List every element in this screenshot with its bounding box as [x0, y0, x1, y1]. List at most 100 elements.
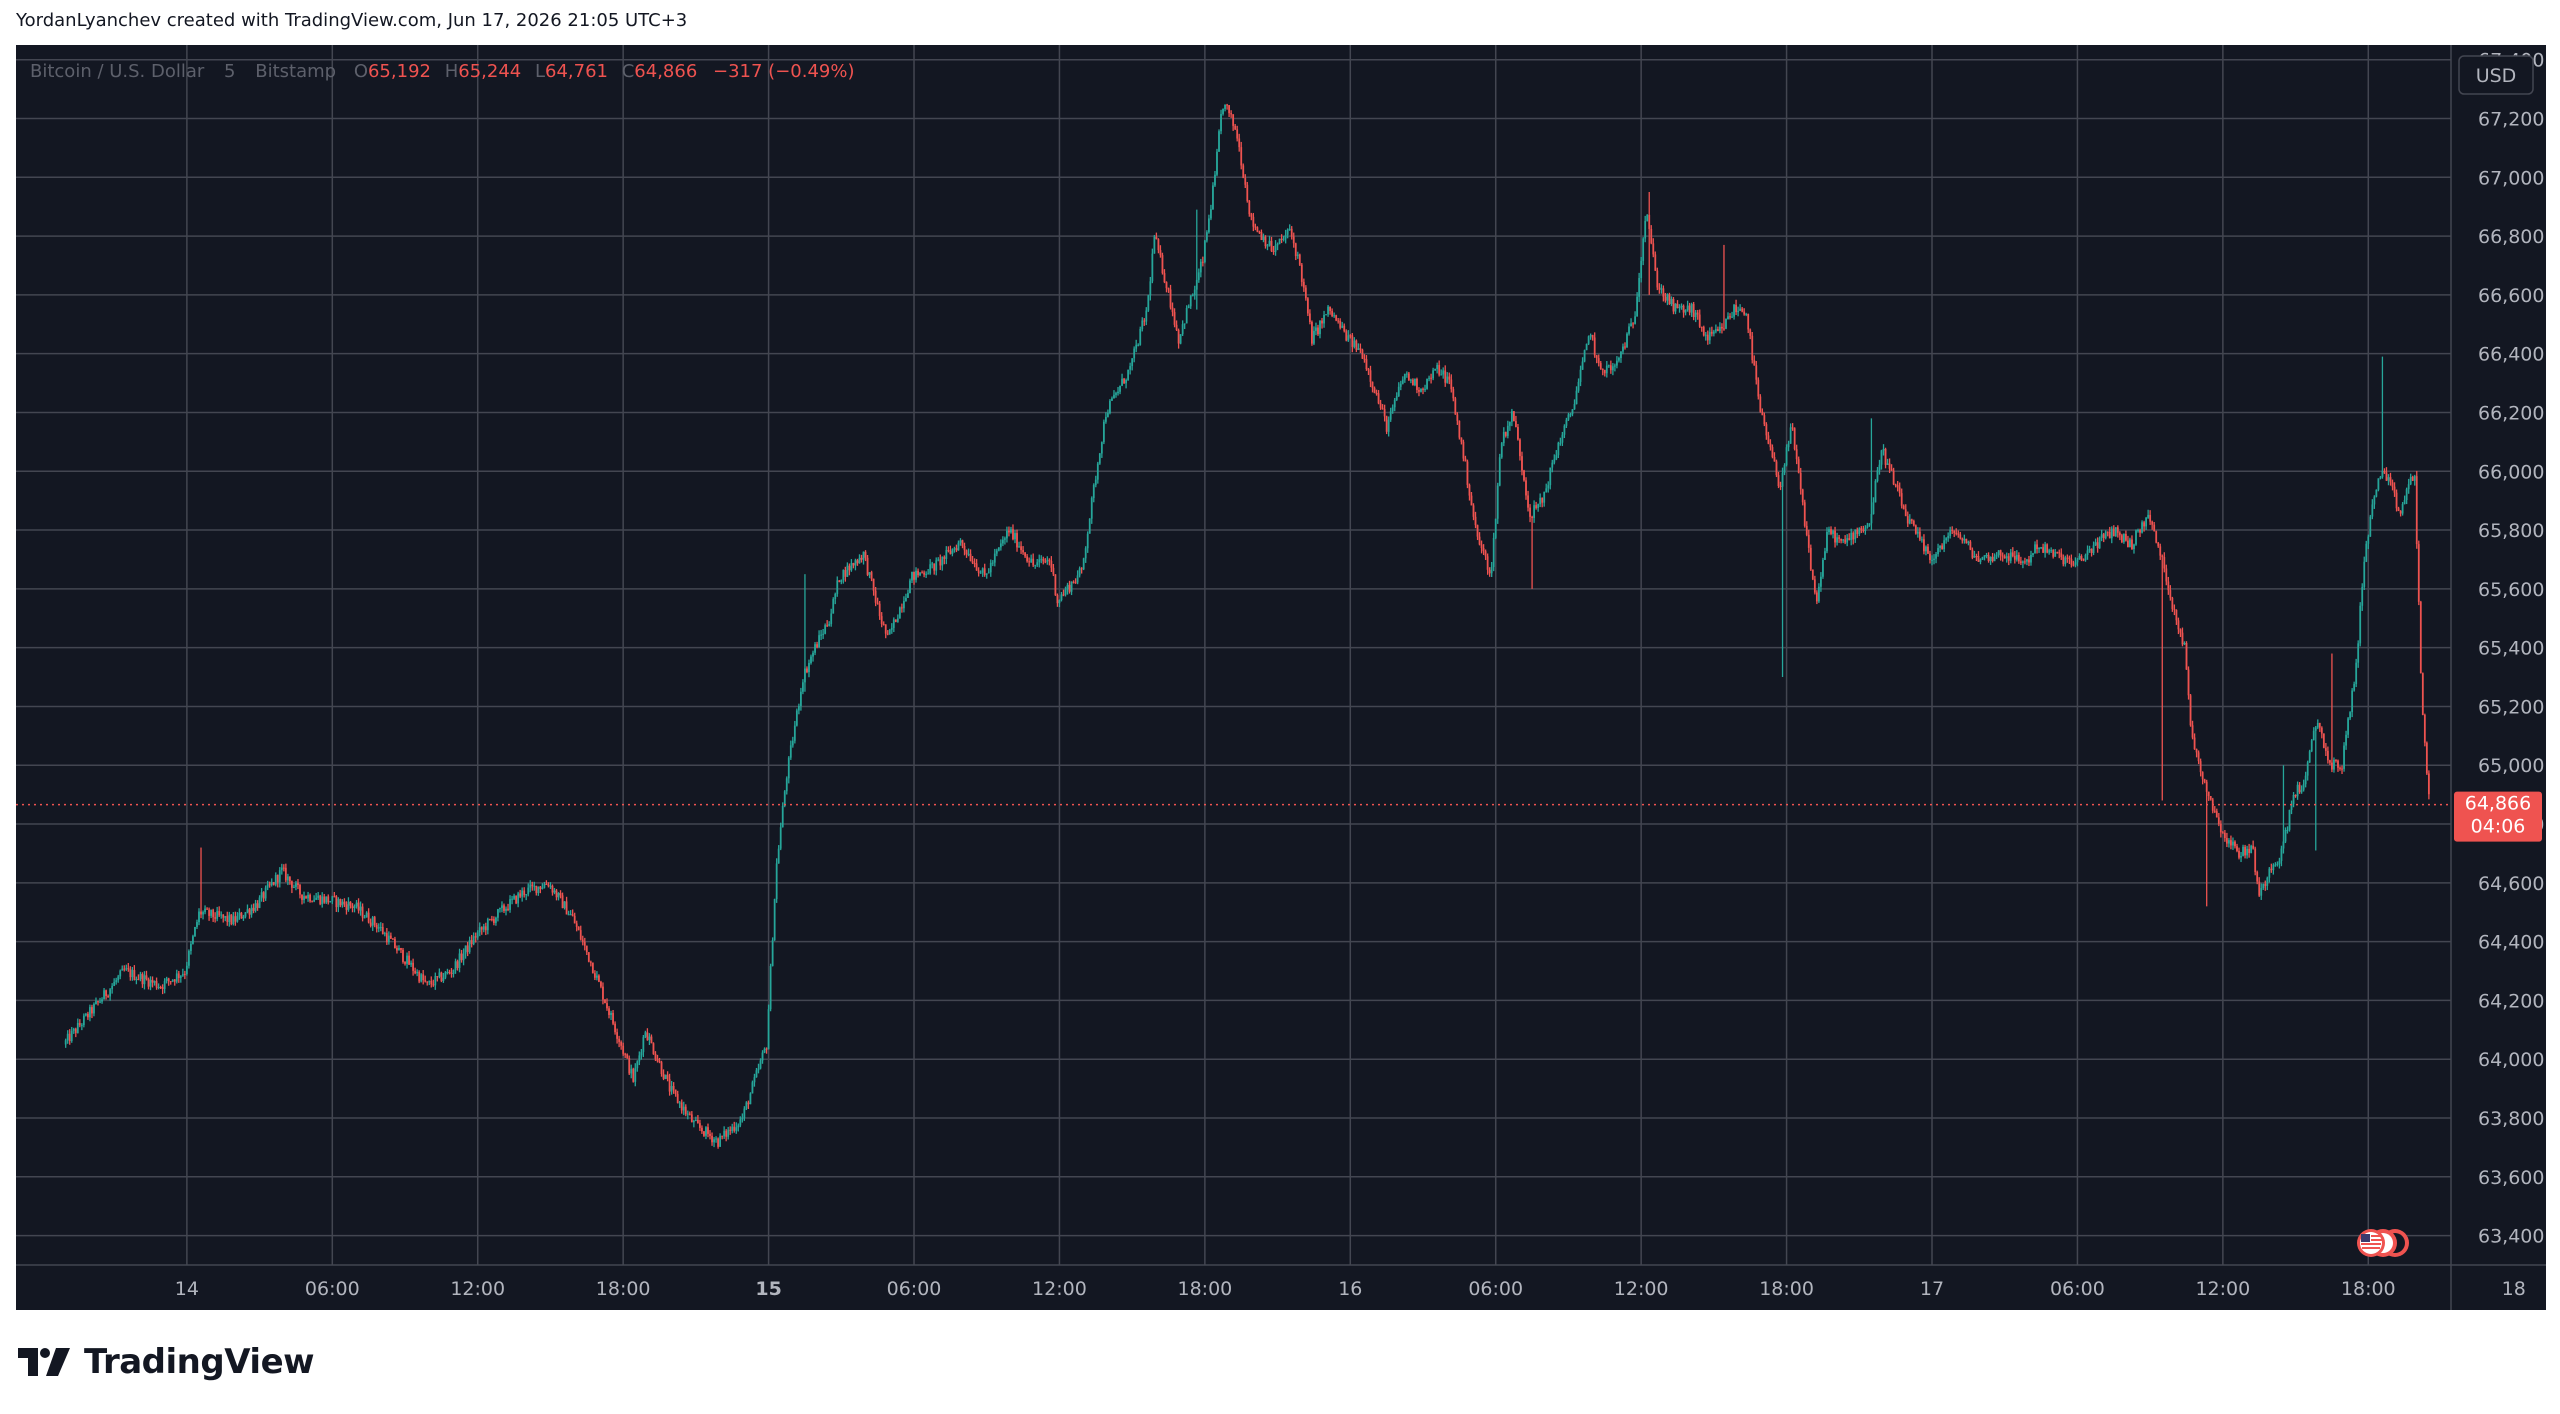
candle [1783, 463, 1786, 476]
candle [743, 1106, 746, 1121]
candle [1432, 367, 1435, 381]
candle [1183, 323, 1186, 330]
candle [818, 630, 820, 648]
candle [1230, 110, 1233, 118]
candle [258, 895, 261, 909]
candle [1597, 354, 1600, 367]
last-price-value: 64,866 [2465, 793, 2531, 815]
candle [1476, 524, 1479, 541]
candle [1405, 371, 1408, 378]
candle [1741, 306, 1744, 313]
candle [1212, 182, 1214, 210]
candle [274, 872, 277, 887]
candle [2296, 781, 2299, 800]
currency-button[interactable]: USD [2458, 55, 2534, 95]
candle [1815, 590, 1818, 605]
candle [2286, 826, 2289, 834]
candle [2411, 475, 2414, 482]
candle [472, 932, 475, 946]
candle [1401, 376, 1404, 385]
candle [2228, 838, 2230, 848]
candle [1636, 292, 1639, 317]
candle [2011, 547, 2014, 558]
candle [2013, 551, 2016, 564]
candle [662, 1069, 665, 1081]
candle [1242, 163, 1245, 179]
candle [806, 666, 808, 674]
candle [101, 997, 103, 1004]
candle [398, 945, 400, 951]
candle [2413, 474, 2416, 486]
candle [983, 563, 986, 577]
candle [2318, 722, 2321, 732]
candle [1012, 524, 1014, 541]
candle [1620, 351, 1622, 363]
candle [2363, 556, 2366, 591]
candle [1704, 332, 1707, 341]
candle [78, 1019, 81, 1028]
candle [1953, 530, 1956, 537]
candle [1422, 387, 1424, 395]
currency-label[interactable]: USD [2476, 65, 2517, 87]
candle [650, 1034, 653, 1044]
candle [1240, 141, 1243, 170]
economic-event-flag-icon[interactable] [2357, 1229, 2409, 1257]
candle [1939, 545, 1941, 553]
candle [575, 920, 578, 932]
candle [1389, 407, 1392, 422]
candle [1543, 491, 1546, 507]
candle [1993, 553, 1996, 562]
candle [729, 1126, 732, 1135]
candle [155, 977, 158, 990]
candle [1464, 455, 1467, 462]
candle [200, 847, 202, 919]
candlestick-chart[interactable]: 63,400 63,600 63,800 64,000 64,200 64,400 64,6… [16, 45, 2546, 1310]
candle [1167, 287, 1170, 293]
candle [951, 548, 954, 557]
chart-panel[interactable]: 63,400 63,600 63,800 64,000 64,200 64,400 64,6… [16, 45, 2546, 1310]
candle [1795, 444, 1798, 465]
candle [74, 1027, 77, 1038]
candle [2086, 545, 2089, 560]
candle [1199, 258, 1202, 278]
candle [1494, 518, 1497, 540]
candle [341, 899, 344, 908]
candle [1397, 382, 1400, 398]
candle [1797, 456, 1800, 474]
candle [2256, 870, 2259, 885]
price-tick-label: 66,600 [2478, 285, 2544, 307]
candle [2106, 531, 2109, 537]
candle [1850, 528, 1853, 546]
candle [1484, 549, 1487, 560]
candle [761, 1050, 764, 1064]
candle [555, 888, 558, 901]
candle [2419, 600, 2422, 674]
candle [670, 1080, 673, 1095]
candle [288, 876, 291, 885]
candle [1001, 536, 1004, 547]
candle [1603, 369, 1606, 377]
candle [1670, 296, 1673, 307]
candle [2147, 509, 2150, 519]
candle [1892, 467, 1895, 486]
candle [725, 1129, 728, 1142]
candle [363, 914, 366, 919]
candle [1777, 471, 1780, 489]
candle [808, 659, 810, 678]
candle [2163, 552, 2166, 573]
candle [1377, 390, 1380, 405]
candle [505, 906, 507, 916]
candle [842, 569, 845, 584]
candle [2044, 541, 2047, 558]
candle [876, 597, 879, 605]
candle [305, 895, 307, 899]
candle [470, 934, 473, 948]
candle [1961, 537, 1964, 544]
candle [1896, 481, 1899, 492]
candle [1195, 209, 1198, 310]
candle [2096, 537, 2099, 553]
candle [1452, 386, 1455, 402]
candle [1181, 320, 1184, 336]
candle [1575, 386, 1578, 405]
candle [545, 880, 548, 886]
